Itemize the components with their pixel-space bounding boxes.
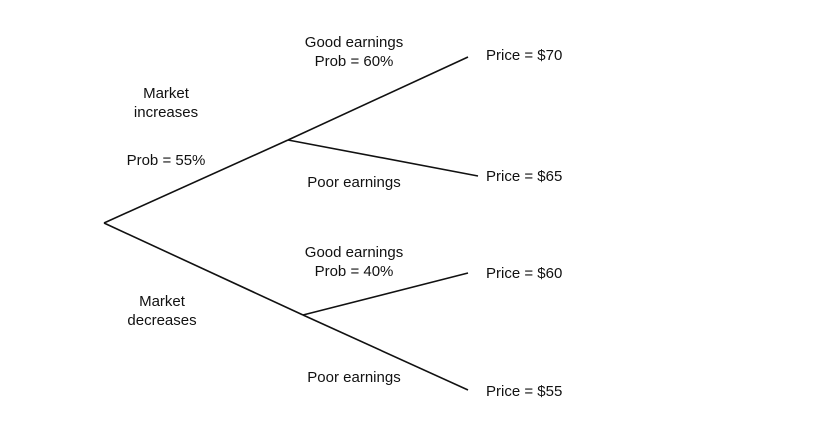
market-increases-prob: Prob = 55% xyxy=(126,152,206,169)
up-good-earnings-text: Good earnings xyxy=(304,34,404,51)
edge-root-to-market-decreases xyxy=(103,222,304,316)
edge-down-poor-earnings xyxy=(302,314,469,391)
edge-down-good-earnings xyxy=(302,272,469,316)
edge-up-poor-earnings xyxy=(287,139,479,177)
down-good-earnings-label: Good earnings Prob = 40% xyxy=(305,243,403,281)
down-poor-earnings-label: Poor earnings xyxy=(307,369,401,386)
market-decreases-line1: Market xyxy=(139,293,185,310)
outcome-price-60: Price = $60 xyxy=(486,265,563,282)
outcome-price-55: Price = $55 xyxy=(486,383,563,400)
outcome-price-65: Price = $65 xyxy=(486,168,563,185)
outcome-price-70: Price = $70 xyxy=(486,47,563,64)
market-increases-line2: increases xyxy=(133,104,199,121)
market-increases-label: Market increases xyxy=(134,84,198,122)
down-good-earnings-text: Good earnings xyxy=(304,244,404,261)
down-good-earnings-prob: Prob = 40% xyxy=(314,263,394,280)
edge-root-to-market-increases xyxy=(103,139,289,224)
up-poor-earnings-label: Poor earnings xyxy=(307,174,401,191)
market-decreases-label: Market decreases xyxy=(127,292,196,330)
up-good-earnings-label: Good earnings Prob = 60% xyxy=(305,33,403,71)
edge-up-good-earnings xyxy=(287,56,469,141)
up-good-earnings-prob: Prob = 60% xyxy=(314,53,394,70)
market-increases-line1: Market xyxy=(143,85,189,102)
market-decreases-line2: decreases xyxy=(127,312,197,329)
